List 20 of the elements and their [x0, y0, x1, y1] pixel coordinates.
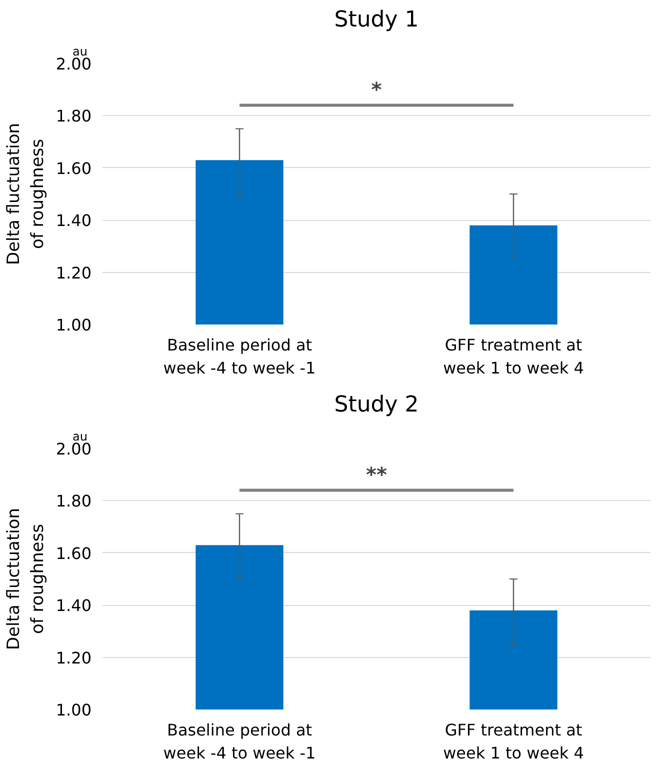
chart-title: Study 2 [334, 392, 419, 418]
x-tick-label: GFF treatment at week 1 to week 4 [443, 336, 584, 378]
y-tick-label: 1.20 [56, 263, 92, 282]
y-tick-label: 1.60 [56, 158, 92, 178]
y-axis-title: Delta fluctuation of roughness [4, 508, 48, 650]
chart-title: Study 1 [334, 8, 419, 32]
annotation: ** [366, 462, 388, 486]
y-tick-label: 1.80 [56, 492, 92, 511]
annotation: * [371, 77, 382, 102]
y-tick-label: 1.60 [56, 544, 92, 563]
y-axis-title: Delta fluctuation of roughness [4, 122, 48, 266]
y-tick-label: 1.20 [56, 648, 92, 668]
x-tick-label: Baseline period at week -4 to week -1 [163, 720, 316, 762]
x-tick-label: Baseline period at week -4 to week -1 [163, 336, 316, 378]
y-tick-label: 1.00 [56, 316, 92, 334]
y-tick-label: 1.00 [56, 700, 92, 720]
y-tick-label: 1.40 [56, 211, 92, 230]
x-tick-label: GFF treatment at week 1 to week 4 [443, 720, 584, 762]
y-tick-label: 1.80 [56, 106, 92, 126]
y-tick-label: 1.40 [56, 596, 92, 616]
